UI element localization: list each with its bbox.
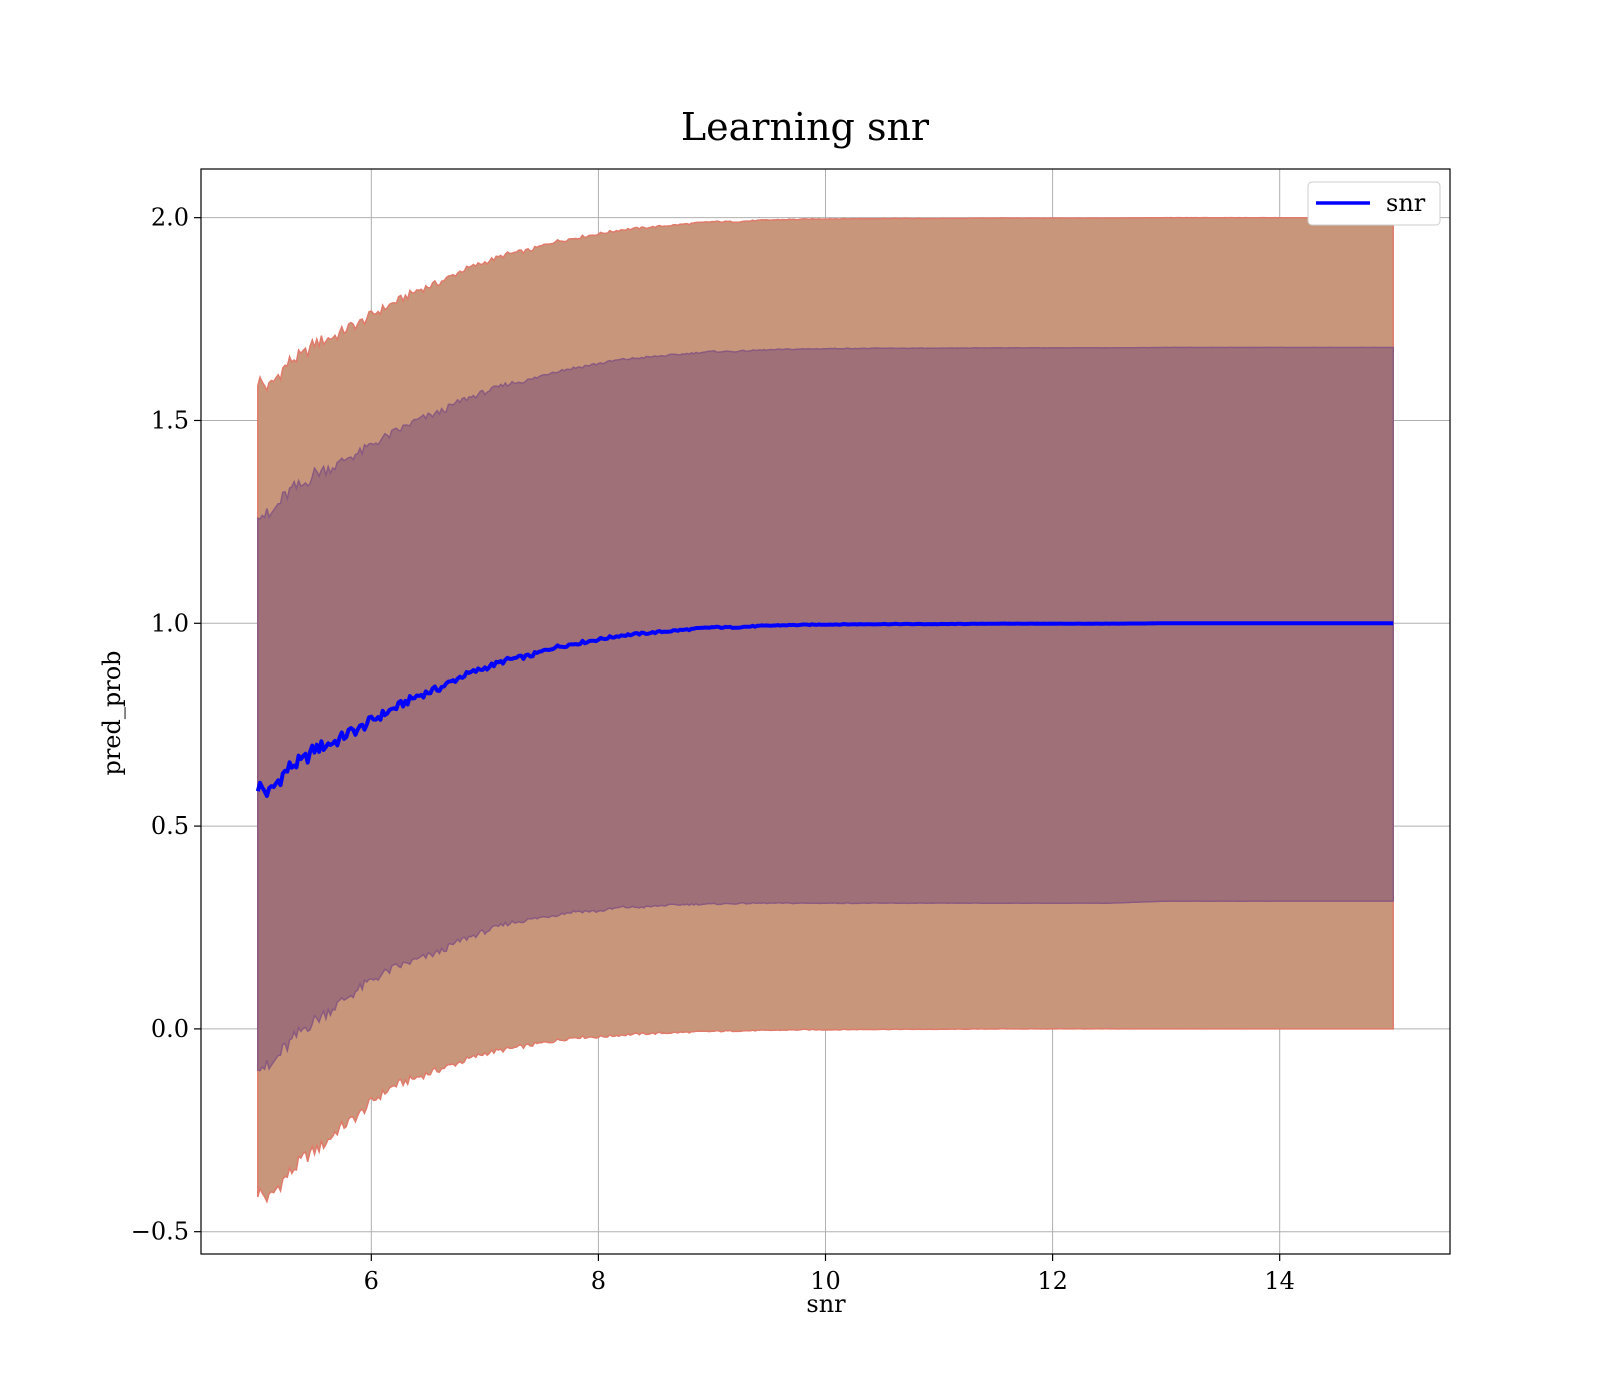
y-tick-label: 0.5 [151,812,189,840]
y-axis-ticks: −0.5 0.0 0.5 1.0 1.5 2.0 [131,204,201,1246]
series-lines [255,621,1394,798]
y-tick-label: 1.5 [151,406,189,434]
inner-band-area [257,346,1394,1072]
y-tick-label: 0.0 [151,1015,189,1043]
x-axis-label: snr [806,1290,846,1318]
legend-label: snr [1386,189,1426,217]
x-tick-label: 8 [591,1267,606,1295]
x-tick-label: 12 [1037,1267,1068,1295]
chart-title: Learning snr [681,105,930,149]
x-axis-ticks: 6 8 10 12 14 [364,1254,1295,1295]
y-axis-label: pred_prob [98,650,126,775]
x-tick-label: 6 [364,1267,379,1295]
plot-area [200,168,1451,1255]
series-line-snr [255,621,1394,798]
legend: snr [1307,181,1441,226]
y-tick-label: −0.5 [131,1218,189,1246]
bands [257,216,1394,1204]
legend-box [1307,181,1441,226]
x-tick-label: 14 [1264,1267,1295,1295]
y-tick-label: 1.0 [151,609,189,637]
x-tick-label: 10 [810,1267,841,1295]
y-tick-label: 2.0 [151,204,189,232]
